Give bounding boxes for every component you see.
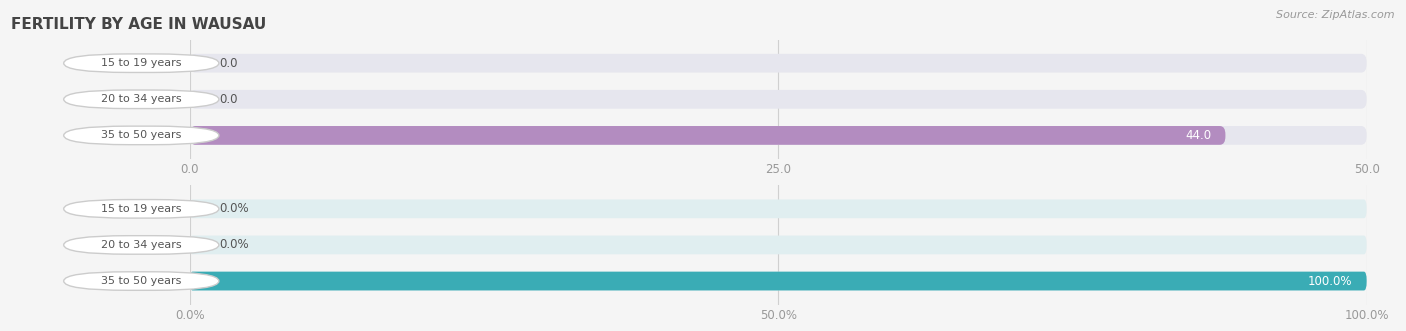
Text: 35 to 50 years: 35 to 50 years bbox=[101, 130, 181, 140]
Text: 100.0%: 100.0% bbox=[1308, 274, 1353, 288]
FancyBboxPatch shape bbox=[63, 54, 219, 72]
Text: 44.0: 44.0 bbox=[1185, 129, 1212, 142]
FancyBboxPatch shape bbox=[190, 126, 1367, 145]
FancyBboxPatch shape bbox=[63, 126, 219, 145]
FancyBboxPatch shape bbox=[190, 90, 1367, 109]
FancyBboxPatch shape bbox=[190, 126, 1226, 145]
FancyBboxPatch shape bbox=[190, 272, 1367, 290]
FancyBboxPatch shape bbox=[190, 272, 1367, 290]
Text: 20 to 34 years: 20 to 34 years bbox=[101, 94, 181, 104]
Text: 15 to 19 years: 15 to 19 years bbox=[101, 204, 181, 214]
FancyBboxPatch shape bbox=[190, 54, 1367, 72]
FancyBboxPatch shape bbox=[63, 272, 219, 290]
Text: Source: ZipAtlas.com: Source: ZipAtlas.com bbox=[1277, 10, 1395, 20]
Text: 0.0%: 0.0% bbox=[219, 238, 249, 252]
Text: 15 to 19 years: 15 to 19 years bbox=[101, 58, 181, 68]
Text: 0.0%: 0.0% bbox=[219, 202, 249, 215]
Text: 0.0: 0.0 bbox=[219, 57, 238, 70]
Text: 35 to 50 years: 35 to 50 years bbox=[101, 276, 181, 286]
FancyBboxPatch shape bbox=[190, 200, 1367, 218]
Text: 0.0: 0.0 bbox=[219, 93, 238, 106]
Text: 20 to 34 years: 20 to 34 years bbox=[101, 240, 181, 250]
FancyBboxPatch shape bbox=[63, 90, 219, 109]
Text: FERTILITY BY AGE IN WAUSAU: FERTILITY BY AGE IN WAUSAU bbox=[11, 17, 267, 31]
FancyBboxPatch shape bbox=[63, 236, 219, 254]
FancyBboxPatch shape bbox=[190, 236, 1367, 254]
FancyBboxPatch shape bbox=[63, 200, 219, 218]
